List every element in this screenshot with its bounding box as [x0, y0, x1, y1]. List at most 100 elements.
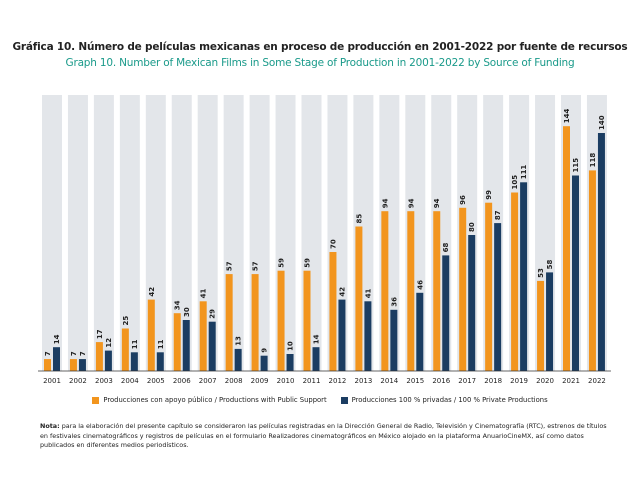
data-label-private: 13 [235, 336, 243, 346]
x-tick-label: 2016 [432, 377, 450, 385]
bar-private [494, 223, 502, 371]
legend-item-public: Producciones con apoyo público / Product… [92, 396, 327, 404]
bar-private [234, 348, 242, 371]
data-label-private: 12 [105, 338, 113, 348]
data-label-private: 14 [313, 334, 321, 344]
bar-private [364, 301, 372, 371]
x-tick-label: 2005 [147, 377, 165, 385]
bar-private [130, 352, 138, 371]
bar-public [588, 170, 596, 371]
bar-private [312, 347, 320, 371]
x-tick-label: 2021 [562, 377, 580, 385]
x-tick-label: 2017 [458, 377, 476, 385]
chart-title-spanish: Gráfica 10. Número de películas mexicana… [12, 41, 628, 53]
bar-public [121, 328, 129, 371]
data-label-private: 42 [338, 287, 346, 297]
x-tick-label: 2019 [510, 377, 528, 385]
x-tick-label: 2008 [225, 377, 243, 385]
data-label-public: 17 [96, 329, 104, 339]
bar-public [147, 299, 155, 371]
bar-public [225, 274, 233, 371]
data-label-private: 140 [598, 115, 606, 130]
bar-public [199, 301, 207, 371]
bar-public [537, 280, 545, 371]
x-tick-label: 2002 [69, 377, 87, 385]
column-background [42, 95, 62, 371]
bar-private [546, 272, 554, 371]
bar-public [329, 252, 337, 371]
data-label-private: 30 [183, 307, 191, 317]
chart-legend: Producciones con apoyo público / Product… [0, 396, 640, 404]
data-label-public: 59 [304, 258, 312, 268]
bar-public [173, 313, 181, 371]
column-background [93, 95, 114, 371]
bar-private [390, 309, 398, 371]
footnote-label: Nota: [40, 422, 60, 430]
data-label-public: 53 [537, 268, 545, 278]
x-tick-label: 2014 [380, 377, 398, 385]
data-label-private: 68 [442, 243, 450, 253]
data-label-public: 94 [407, 198, 415, 208]
legend-swatch-public [92, 396, 100, 404]
bar-private [520, 182, 528, 371]
data-label-public: 118 [589, 153, 597, 168]
x-tick-label: 2011 [303, 377, 321, 385]
bar-public [381, 211, 389, 371]
x-tick-label: 2015 [406, 377, 424, 385]
data-label-public: 57 [226, 261, 234, 271]
data-label-private: 115 [572, 158, 580, 173]
x-tick-label: 2004 [121, 377, 139, 385]
column-background [67, 95, 88, 371]
data-label-public: 94 [381, 198, 389, 208]
data-label-public: 144 [563, 108, 571, 123]
bar-private [416, 292, 424, 371]
data-label-public: 85 [355, 214, 363, 224]
data-label-public: 7 [44, 351, 52, 356]
bar-private [208, 321, 216, 371]
data-label-public: 96 [459, 195, 467, 205]
data-label-private: 11 [157, 339, 165, 349]
data-label-public: 25 [122, 316, 130, 326]
bar-private [156, 352, 164, 371]
bar-private [597, 133, 605, 371]
footnote: Nota: para la elaboración del presente c… [40, 422, 610, 451]
x-tick-label: 2009 [251, 377, 269, 385]
x-tick-label: 2006 [173, 377, 191, 385]
data-label-public: 57 [252, 261, 260, 271]
x-tick-label: 2012 [329, 377, 347, 385]
bar-private [53, 347, 60, 371]
bar-public [563, 126, 570, 371]
bar-private [182, 320, 190, 371]
bar-public [485, 202, 493, 371]
legend-item-private: Producciones 100 % privadas / 100 % Priv… [340, 396, 548, 404]
bar-public [355, 226, 363, 371]
bar-public [407, 211, 415, 371]
x-tick-label: 2003 [95, 377, 113, 385]
x-tick-label: 2018 [484, 377, 502, 385]
data-label-private: 58 [546, 260, 554, 270]
footnote-text: para la elaboración del presente capítul… [40, 422, 607, 449]
bar-public [44, 359, 51, 371]
bar-private [104, 350, 112, 371]
data-label-private: 111 [520, 165, 528, 180]
bar-public [459, 207, 467, 371]
data-label-public: 7 [70, 351, 78, 356]
data-label-private: 9 [261, 348, 269, 353]
bar-public [511, 192, 519, 371]
x-tick-label: 2022 [588, 377, 606, 385]
data-label-private: 80 [468, 222, 476, 232]
data-label-private: 87 [494, 210, 502, 220]
data-label-private: 41 [364, 288, 372, 298]
bar-public [433, 211, 441, 371]
data-label-private: 11 [131, 339, 139, 349]
data-label-public: 42 [148, 287, 156, 297]
bar-private [78, 359, 86, 371]
data-label-public: 34 [174, 300, 182, 310]
bar-private [286, 354, 294, 371]
bar-private [572, 175, 579, 371]
bar-public [251, 274, 259, 371]
data-label-public: 105 [511, 175, 519, 190]
data-label-private: 14 [53, 334, 61, 344]
data-label-private: 7 [79, 351, 87, 356]
data-label-public: 41 [200, 288, 208, 298]
